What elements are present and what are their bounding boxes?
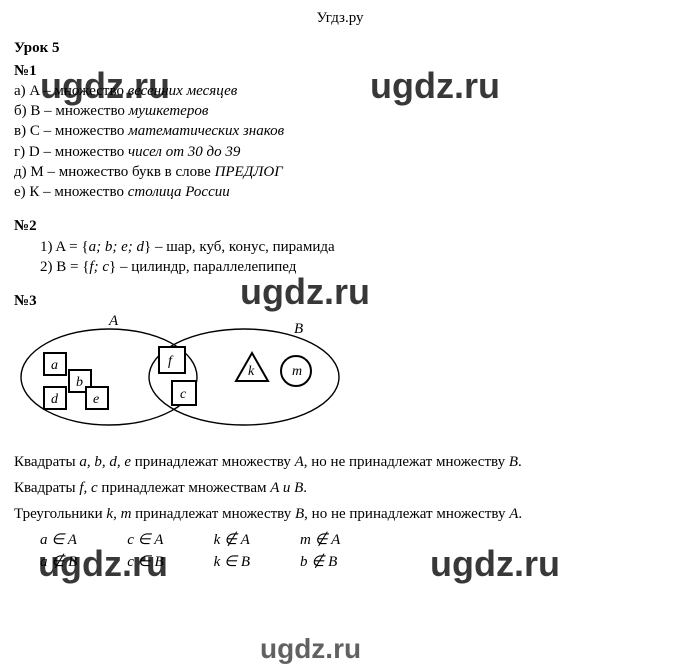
task3-para-3: Треугольники k, m принадлежат множеству … <box>14 504 666 524</box>
membership-col-1: a ∈ A a ∉ B <box>40 530 77 572</box>
svg-text:m: m <box>292 364 302 379</box>
task1-item-c: в) С – множество математических знаков <box>14 121 666 141</box>
membership-cell: b ∉ B <box>300 552 340 572</box>
membership-cell: k ∉ A <box>214 530 250 550</box>
watermark-text: ugdz.ru <box>260 630 361 668</box>
membership-cell: c ∈ A <box>127 530 163 550</box>
task1-item-f: е) К – множество столица России <box>14 182 666 202</box>
membership-cell: k ∈ B <box>214 552 250 572</box>
task3-para-1: Квадраты a, b, d, e принадлежат множеств… <box>14 452 666 472</box>
membership-cell: a ∉ B <box>40 552 77 572</box>
membership-col-2: c ∈ A c ∈ B <box>127 530 163 572</box>
membership-cell: m ∉ A <box>300 530 340 550</box>
svg-text:B: B <box>294 321 303 337</box>
membership-cell: a ∈ A <box>40 530 77 550</box>
svg-text:d: d <box>51 392 59 407</box>
svg-text:c: c <box>180 387 187 402</box>
task1-item-d: г) D – множество чисел от 30 до 39 <box>14 142 666 162</box>
svg-text:k: k <box>248 364 255 379</box>
membership-col-3: k ∉ A k ∈ B <box>214 530 250 572</box>
task-1-block: Урок 5 №1 а) A – множество весенних меся… <box>14 38 666 202</box>
membership-cell: c ∈ B <box>127 552 163 572</box>
task-2-block: №2 1) A = {a; b; e; d} – шар, куб, конус… <box>14 216 666 277</box>
lesson-label: Урок 5 <box>14 38 666 58</box>
task2-line1: 1) A = {a; b; e; d} – шар, куб, конус, п… <box>14 237 666 257</box>
task-3-num: №3 <box>14 291 666 311</box>
task1-item-a: а) A – множество весенних месяцев <box>14 81 666 101</box>
svg-text:b: b <box>76 375 83 390</box>
task-3-block: №3 ABabdefckm Квадраты a, b, d, e принад… <box>14 291 666 572</box>
membership-col-4: m ∉ A b ∉ B <box>300 530 340 572</box>
task-2-num: №2 <box>14 216 666 236</box>
venn-diagram: ABabdefckm <box>14 315 666 441</box>
task3-para-2: Квадраты f, c принадлежат множествам A и… <box>14 478 666 498</box>
task1-item-e: д) М – множество букв в слове ПРЕДЛОГ <box>14 162 666 182</box>
svg-text:A: A <box>108 315 119 329</box>
page-title: Угдз.ру <box>14 8 666 28</box>
task2-line2: 2) B = {f; c} – цилиндр, параллелепипед <box>14 257 666 277</box>
svg-text:a: a <box>51 358 58 373</box>
task-1-num: №1 <box>14 61 666 81</box>
task1-item-b: б) В – множество мушкетеров <box>14 101 666 121</box>
svg-text:e: e <box>93 392 99 407</box>
membership-table: a ∈ A a ∉ B c ∈ A c ∈ B k ∉ A k ∈ B m ∉ … <box>14 530 666 572</box>
